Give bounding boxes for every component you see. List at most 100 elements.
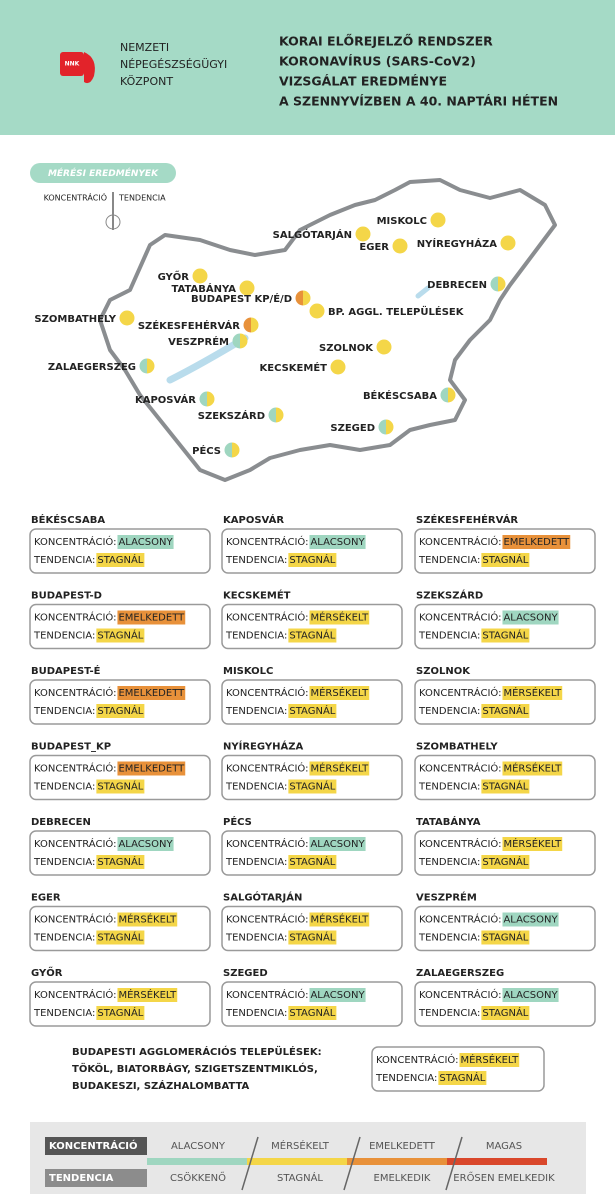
status-label: TENDENCIA: xyxy=(418,555,480,566)
city-label: SZÉKESFEHÉRVÁR xyxy=(138,319,240,332)
status-highlight xyxy=(502,912,559,927)
card-name: SZÉKESFEHÉRVÁR xyxy=(416,513,518,526)
status-highlight xyxy=(117,535,174,549)
logo-text: NNK xyxy=(65,61,80,68)
city-label: BÉKÉSCSABA xyxy=(363,389,437,402)
aggl-text: BUDAKESZI, SZÁZHALOMBATTA xyxy=(72,1079,250,1092)
status-highlight xyxy=(309,761,370,776)
status-highlight xyxy=(96,628,145,643)
card-name: BÉKÉSCSABA xyxy=(31,513,105,526)
status-highlight xyxy=(481,779,530,794)
city-label: EGER xyxy=(359,242,389,253)
card-name: KAPOSVÁR xyxy=(223,513,284,526)
status-label: KONCENTRÁCIÓ: xyxy=(34,913,116,926)
status-label: TENDENCIA: xyxy=(225,555,287,566)
aggl-text: TÖKÖL, BIATORBÁGY, SZIGETSZENTMIKLÓS, xyxy=(72,1061,318,1075)
status-label: KONCENTRÁCIÓ: xyxy=(226,913,308,926)
dot-concentration xyxy=(490,276,498,292)
status-value: ALACSONY xyxy=(503,915,558,926)
status-highlight xyxy=(481,704,530,718)
status-highlight xyxy=(288,553,337,567)
card-name: SZEKSZÁRD xyxy=(416,589,483,602)
dot-tendency xyxy=(247,280,255,296)
dot-tendency xyxy=(384,339,392,355)
card-name: BUDAPEST_KP xyxy=(31,742,111,753)
country-outline xyxy=(98,178,557,482)
status-label: KONCENTRÁCIÓ: xyxy=(419,837,501,850)
dot-concentration xyxy=(355,226,363,242)
dot-concentration xyxy=(309,303,317,319)
status-highlight xyxy=(309,837,366,851)
status-value: STAGNÁL xyxy=(97,780,143,793)
status-value: MÉRSÉKELT xyxy=(503,837,562,850)
dot-concentration xyxy=(376,339,384,355)
card-name: EGER xyxy=(31,893,61,904)
legend-separator xyxy=(445,1136,463,1191)
legend-separator xyxy=(241,1136,259,1191)
status-label: TENDENCIA: xyxy=(33,631,95,642)
city-label: DEBRECEN xyxy=(427,280,487,291)
card-name: DEBRECEN xyxy=(31,817,91,828)
badge xyxy=(30,163,176,183)
dot-concentration xyxy=(232,333,240,349)
legend: KONCENTRÁCIÓ ALACSONY MÉRSÉKELT EMELKEDETT M… xyxy=(45,1136,555,1191)
card-name: PÉCS xyxy=(223,815,252,828)
status-highlight xyxy=(309,610,370,625)
status-label: TENDENCIA: xyxy=(418,631,480,642)
card-name: BUDAPEST-D xyxy=(31,591,102,602)
status-highlight xyxy=(309,988,366,1002)
status-value: ALACSONY xyxy=(503,990,558,1001)
status-highlight xyxy=(96,553,145,567)
status-highlight xyxy=(117,686,186,700)
dot-concentration xyxy=(119,310,127,326)
card-name: SZOMBATHELY xyxy=(416,742,498,753)
status-value: ALACSONY xyxy=(503,613,558,624)
status-value: STAGNÁL xyxy=(482,704,528,717)
dot-tendency xyxy=(207,391,215,407)
status-highlight xyxy=(96,1006,145,1020)
status-value: STAGNÁL xyxy=(482,780,528,793)
title: KORAI ELŐREJELZŐ RENDSZER xyxy=(279,34,493,49)
status-label: KONCENTRÁCIÓ: xyxy=(226,611,308,624)
legend-swatch xyxy=(147,1158,247,1165)
status-value: STAGNÁL xyxy=(289,553,335,566)
status-highlight xyxy=(502,988,559,1002)
dot-concentration xyxy=(139,358,147,374)
status-value: MÉRSÉKELT xyxy=(503,686,562,699)
status-label: TENDENCIA: xyxy=(418,706,480,717)
status-highlight xyxy=(481,628,530,643)
dot-tendency xyxy=(508,235,516,251)
status-label: TENDENCIA: xyxy=(33,1008,95,1019)
dot-concentration xyxy=(440,387,448,403)
status-highlight xyxy=(309,686,370,700)
dot-tendency xyxy=(200,268,208,284)
legend-level: MÉRSÉKELT xyxy=(271,1139,330,1152)
dot-tendency xyxy=(303,290,311,306)
dot-tendency xyxy=(276,407,284,423)
status-highlight xyxy=(288,779,337,794)
card-name: GYŐR xyxy=(31,965,63,979)
legend-separator xyxy=(343,1136,361,1191)
status-highlight xyxy=(117,761,186,776)
status-value: STAGNÁL xyxy=(97,855,143,868)
dot-tendency xyxy=(147,358,155,374)
legend-level: EMELKEDIK xyxy=(374,1173,431,1184)
card-name: KECSKEMÉT xyxy=(223,589,291,602)
status-highlight xyxy=(459,1053,520,1067)
status-label: KONCENTRÁCIÓ: xyxy=(34,686,116,699)
status-label: KONCENTRÁCIÓ: xyxy=(226,686,308,699)
status-value: EMELKEDETT xyxy=(118,613,185,624)
status-label: KONCENTRÁCIÓ: xyxy=(34,535,116,548)
status-label: TENDENCIA: xyxy=(225,631,287,642)
legend-swatch xyxy=(347,1158,447,1165)
card-name: TATABÁNYA xyxy=(416,815,481,828)
status-highlight xyxy=(309,912,370,927)
status-highlight xyxy=(117,988,178,1002)
status-value: MÉRSÉKELT xyxy=(310,762,369,775)
status-label: KONCENTRÁCIÓ: xyxy=(376,1053,458,1066)
status-highlight xyxy=(96,779,145,794)
city-label: SALGÓTARJÁN xyxy=(273,228,352,241)
city-label: KAPOSVÁR xyxy=(135,393,196,406)
status-label: KONCENTRÁCIÓ: xyxy=(34,988,116,1001)
title: VIZSGÁLAT EREDMÉNYE xyxy=(279,74,447,89)
